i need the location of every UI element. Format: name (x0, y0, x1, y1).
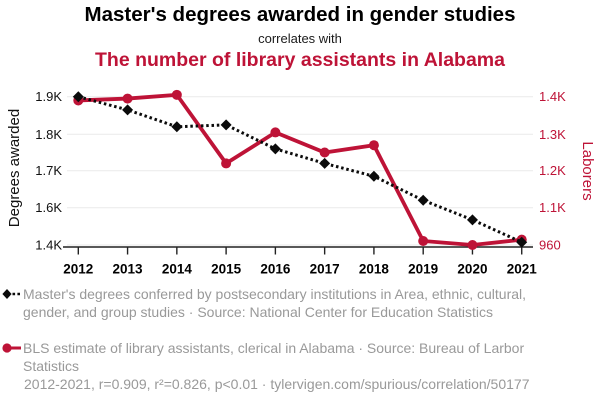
x-tick-label: 2020 (457, 262, 487, 277)
data-point-circle (122, 93, 133, 104)
y-tick-label-right: 1.1K (539, 200, 566, 215)
diamond-dotted-line-icon (2, 289, 22, 299)
data-point-diamond (220, 119, 232, 131)
gridlines (67, 96, 533, 246)
data-point-diamond (72, 91, 84, 103)
data-point-diamond (269, 143, 281, 155)
y-tick-label-right: 960 (539, 238, 561, 253)
x-tick-label: 2014 (162, 262, 193, 277)
legend-item-laborers: BLS estimate of library assistants, cler… (2, 339, 538, 375)
y-tick-label-right: 1.2K (539, 163, 566, 178)
data-point-diamond (368, 170, 380, 182)
axis-tick-labels: 1.9K1.8K1.7K1.6K1.4K1.4K1.3K1.2K1.1K9602… (35, 89, 566, 276)
y-tick-label-left: 1.9K (35, 89, 62, 104)
data-point-circle (368, 140, 379, 151)
x-tick-label: 2012 (63, 262, 93, 277)
data-point-diamond (516, 236, 528, 248)
y-tick-label-left: 1.6K (35, 200, 62, 215)
x-tick-label: 2019 (408, 262, 438, 277)
correlates-with-label: correlates with (258, 31, 342, 46)
legend-item-degrees: Master's degrees conferred by postsecond… (2, 285, 538, 321)
series-line-diamond (77, 95, 523, 244)
y-tick-label-left: 1.7K (35, 163, 62, 178)
x-tick-label: 2021 (507, 262, 538, 277)
data-point-diamond (171, 121, 183, 133)
data-point-circle (467, 240, 478, 250)
x-tick-label: 2013 (113, 262, 144, 277)
right-axis-title: Laborers (579, 141, 596, 200)
stats-footer: 2012-2021, r=0.909, r²=0.826, p<0.01 · t… (24, 376, 530, 392)
data-point-circle (319, 147, 330, 158)
x-tick-label: 2015 (211, 262, 242, 277)
series-line-circle (78, 92, 522, 247)
circle-solid-line-icon (2, 343, 21, 353)
x-tick-label: 2016 (260, 262, 291, 277)
page-title: Master's degrees awarded in gender studi… (84, 3, 516, 26)
x-tick-label: 2018 (359, 262, 390, 277)
data-point-diamond (466, 214, 478, 226)
x-tick-label: 2017 (310, 262, 340, 277)
y-tick-label-right: 1.3K (539, 127, 566, 142)
data-point-diamond (122, 104, 134, 116)
data-point-circle (221, 158, 232, 169)
legend-text-degrees: Master's degrees conferred by postsecond… (23, 286, 527, 320)
y-tick-label-left: 1.4K (35, 238, 62, 253)
left-axis-title: Degrees awarded (6, 109, 23, 227)
data-point-circle (171, 89, 182, 100)
y-tick-label-left: 1.8K (35, 127, 62, 142)
y-tick-label-right: 1.4K (539, 89, 566, 104)
data-point-diamond (417, 194, 429, 206)
data-series (72, 89, 528, 250)
secondary-title: The number of library assistants in Alab… (95, 49, 505, 71)
legend-text-laborers: BLS estimate of library assistants, cler… (23, 340, 525, 374)
data-point-circle (270, 127, 281, 138)
data-point-circle (418, 236, 429, 247)
x-axis (63, 246, 533, 255)
data-point-diamond (319, 157, 331, 169)
